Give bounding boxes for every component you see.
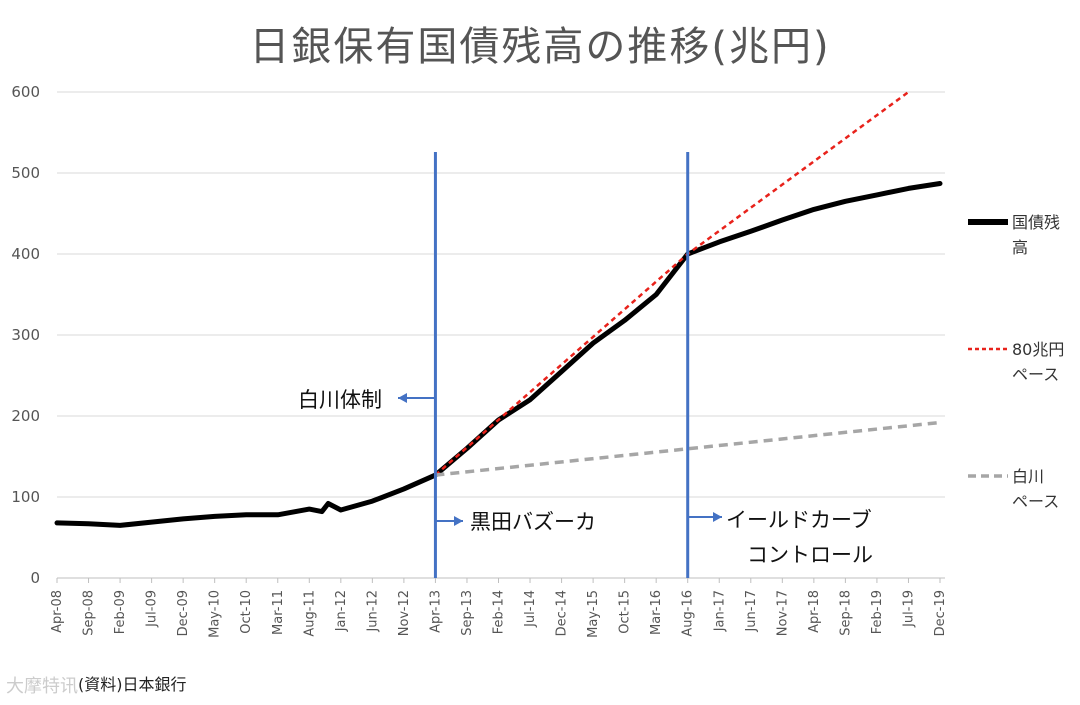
annotation-label: 黒田バズーカ [470,510,596,534]
y-axis-ticks: 0 100 200 300 400 500 600 [11,83,40,587]
legend-label: 白川 [1012,467,1044,486]
y-tick-label: 100 [11,488,40,506]
x-tick-label: Dec-19 [933,590,948,636]
chart-title: 日銀保有国債残高の推移(兆円) [249,24,831,70]
x-tick-label: Aug-11 [302,590,317,637]
source-note: (資料)日本銀行 [78,675,187,694]
annotation-label: コントロール [747,543,873,567]
gridlines [57,91,945,579]
x-tick-label: Apr-13 [428,590,443,633]
y-tick-label: 200 [11,407,40,425]
y-tick-label: 400 [11,245,40,263]
y-tick-label: 0 [30,569,40,587]
x-tick-label: Sep-08 [82,590,97,636]
legend-label: ペース [1012,492,1059,511]
legend-label: 国債残 [1012,213,1060,232]
x-tick-label: Jun-12 [365,590,380,633]
y-tick-label: 300 [11,326,40,344]
arrow-head [454,516,463,526]
x-tick-label: Dec-14 [555,590,570,636]
x-tick-label: Jun-17 [744,590,759,633]
annotation-label: イールドカーブ [726,508,872,532]
legend-label: 80兆円 [1012,340,1064,359]
x-tick-label: Oct-10 [239,590,254,634]
annotation-label: 白川体制 [298,388,382,412]
x-tick-label: May-10 [208,590,223,638]
series-line [54,181,943,528]
legend-label: 高 [1012,238,1028,257]
x-tick-label: Mar-11 [271,590,286,635]
x-tick-label: May-15 [586,590,601,638]
x-tick-label: Mar-16 [649,590,664,635]
x-tick-label: Dec-09 [176,590,191,636]
y-tick-label: 500 [11,164,40,182]
x-tick-label: Jan-12 [334,590,349,632]
x-axis: Apr-08 Sep-08 Feb-09 Jul-09 Dec-09 May-10 Oct-… [50,577,948,638]
x-tick-label: Oct-15 [618,590,633,634]
x-tick-label: Feb-14 [492,590,507,634]
x-tick-label: Jul-09 [145,590,160,628]
x-tick-label: Jan-17 [712,590,727,632]
x-tick-label: Feb-19 [870,590,885,634]
x-tick-label: Jul-19 [901,590,916,628]
x-tick-label: Apr-18 [807,590,822,633]
x-tick-label: Feb-09 [113,590,128,634]
x-tick-label: Sep-13 [460,590,475,636]
x-tick-label: Sep-18 [838,590,853,636]
x-tick-label: Aug-16 [681,590,696,637]
series-line [435,420,941,477]
series-lines [54,90,943,528]
legend-label: ペース [1012,365,1059,384]
arrow-head [713,512,722,522]
watermark: 大摩特讯 [6,676,78,697]
vertical-markers [433,152,690,578]
x-tick-label: Jul-14 [523,590,538,628]
y-tick-label: 600 [11,83,40,101]
x-tick-label: Nov-12 [397,590,412,636]
x-tick-label: Apr-08 [50,590,65,633]
arrow-head [398,393,407,403]
x-tick-label: Nov-17 [775,590,790,636]
